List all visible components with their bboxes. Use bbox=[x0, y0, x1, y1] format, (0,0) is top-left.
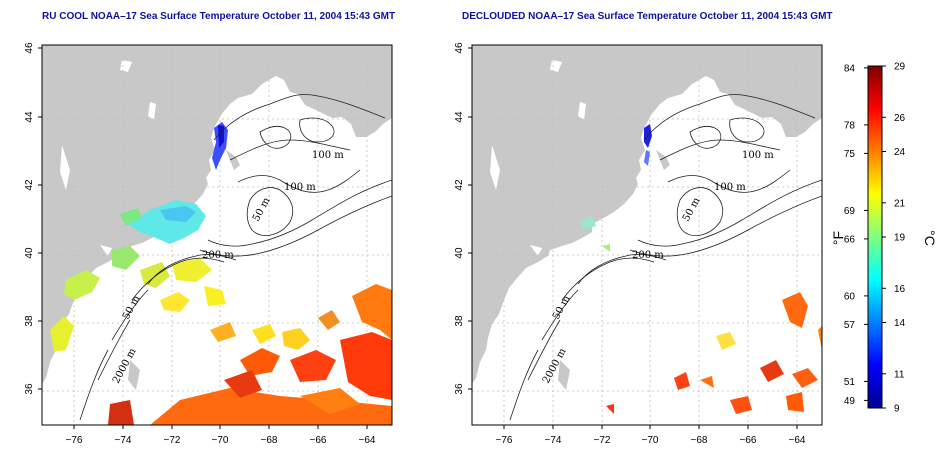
fahrenheit-tick-label: 66 bbox=[844, 234, 856, 245]
right-y-tick-label: 44 bbox=[454, 111, 465, 123]
celsius-tick-label: 21 bbox=[894, 198, 906, 209]
right-x-tick-label: −74 bbox=[545, 435, 562, 446]
label-100m-a: 100 m bbox=[312, 150, 344, 161]
fahrenheit-tick-label: 84 bbox=[844, 63, 856, 74]
celsius-unit-label: °C bbox=[922, 230, 938, 246]
right-y-tick-label: 38 bbox=[454, 315, 465, 327]
right-sst-pixels bbox=[580, 124, 822, 414]
label-100m-b-right: 100 m bbox=[714, 182, 746, 193]
left-lakes bbox=[60, 60, 156, 256]
label-200m-right: 200 m bbox=[632, 250, 664, 261]
left-y-tick-label: 42 bbox=[24, 179, 35, 191]
fahrenheit-tick-label: 75 bbox=[844, 149, 856, 160]
left-map-frame bbox=[41, 44, 393, 426]
fahrenheit-tick-label: 51 bbox=[844, 377, 856, 388]
fahrenheit-unit-label: °F bbox=[830, 231, 846, 245]
right-x-tick-label: −70 bbox=[642, 435, 659, 446]
right-y-tick-label: 42 bbox=[454, 179, 465, 191]
label-200m: 200 m bbox=[202, 250, 234, 261]
colorbar-gradient bbox=[867, 65, 883, 409]
right-y-tick-label: 36 bbox=[454, 383, 465, 395]
label-100m-a-right: 100 m bbox=[742, 150, 774, 161]
fahrenheit-tick-label: 69 bbox=[844, 206, 856, 217]
left-y-tick-label: 36 bbox=[24, 383, 35, 395]
right-map: 100 m 100 m 50 m 200 m 50 m 2000 m −76 −7… bbox=[454, 42, 823, 446]
right-land bbox=[472, 45, 822, 390]
right-axis-ticks: −76 −74 −72 −70 −68 −66 −64 46 44 42 40 38 36 bbox=[454, 42, 806, 446]
left-x-tick-label: −74 bbox=[115, 435, 132, 446]
left-y-tick-label: 44 bbox=[24, 111, 35, 123]
right-x-tick-label: −68 bbox=[691, 435, 708, 446]
cape-cod bbox=[226, 150, 240, 170]
label-100m-b: 100 m bbox=[284, 182, 316, 193]
left-x-tick-label: −66 bbox=[310, 435, 327, 446]
fahrenheit-tick-label: 57 bbox=[844, 320, 856, 331]
left-axis-ticks: −76 −74 −72 −70 −68 −66 −64 46 44 42 40 38 36 bbox=[24, 42, 376, 446]
right-lakes bbox=[490, 60, 586, 256]
left-map-title: RU COOL NOAA–17 Sea Surface Temperature … bbox=[42, 11, 396, 22]
celsius-tick-label: 19 bbox=[894, 233, 906, 244]
right-map-frame bbox=[471, 44, 823, 426]
left-bathymetry-contours bbox=[79, 94, 392, 421]
right-x-tick-label: −66 bbox=[740, 435, 757, 446]
celsius-tick-label: 9 bbox=[894, 404, 900, 415]
right-x-tick-label: −64 bbox=[789, 435, 806, 446]
right-bathymetry-contours bbox=[509, 94, 822, 421]
left-x-tick-label: −76 bbox=[66, 435, 83, 446]
left-map: 100 m 100 m 50 m 200 m 50 m 2000 m −76 −7… bbox=[24, 42, 393, 446]
celsius-tick-label: 26 bbox=[894, 113, 906, 124]
celsius-tick-label: 24 bbox=[894, 147, 906, 158]
colorbar-ticks: 29 26 24 21 19 16 14 11 9 84 78 75 69 66 60 57 51 49 bbox=[844, 62, 906, 415]
left-x-tick-label: −64 bbox=[359, 435, 376, 446]
celsius-tick-label: 14 bbox=[894, 318, 906, 329]
celsius-tick-label: 16 bbox=[894, 284, 906, 295]
left-x-tick-label: −68 bbox=[261, 435, 278, 446]
right-x-tick-label: −72 bbox=[594, 435, 611, 446]
left-y-tick-label: 40 bbox=[24, 247, 35, 259]
colorbar: 29 26 24 21 19 16 14 11 9 84 78 75 69 66 60 57 51 49 °F °… bbox=[830, 62, 938, 415]
fahrenheit-tick-label: 60 bbox=[844, 291, 856, 302]
left-x-tick-label: −70 bbox=[212, 435, 229, 446]
left-y-tick-label: 38 bbox=[24, 315, 35, 327]
right-map-title: DECLOUDED NOAA–17 Sea Surface Temperatur… bbox=[462, 11, 833, 22]
left-y-tick-label: 46 bbox=[24, 42, 35, 54]
right-y-tick-label: 46 bbox=[454, 42, 465, 54]
fahrenheit-tick-label: 78 bbox=[844, 120, 856, 131]
right-y-tick-label: 40 bbox=[454, 247, 465, 259]
left-land bbox=[42, 45, 392, 390]
right-x-tick-label: −76 bbox=[496, 435, 513, 446]
left-x-tick-label: −72 bbox=[164, 435, 181, 446]
celsius-tick-label: 11 bbox=[894, 369, 905, 380]
fahrenheit-tick-label: 49 bbox=[844, 396, 856, 407]
celsius-tick-label: 29 bbox=[894, 62, 906, 73]
